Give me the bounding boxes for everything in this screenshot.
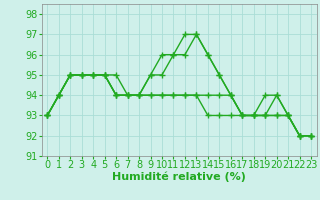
X-axis label: Humidité relative (%): Humidité relative (%) — [112, 172, 246, 182]
